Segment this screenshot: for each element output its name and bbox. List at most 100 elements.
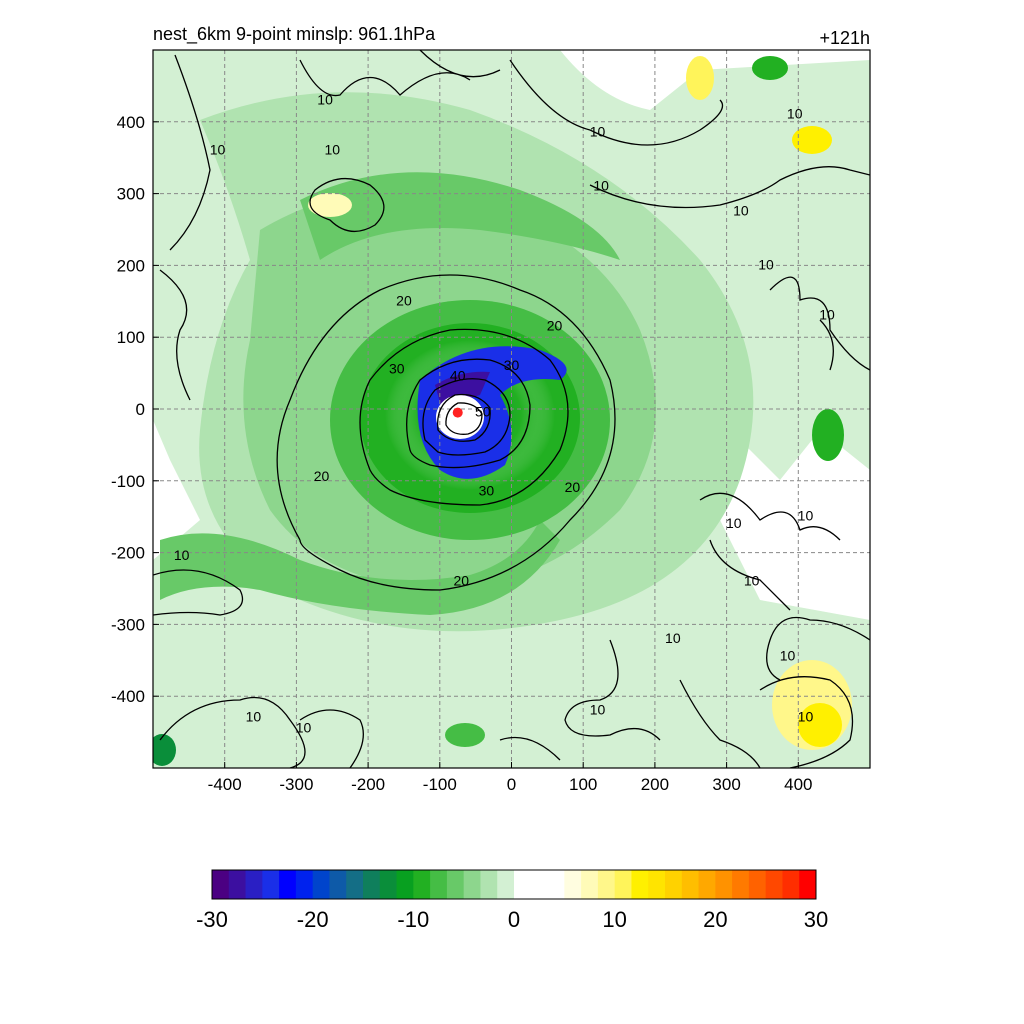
contour-label: 40 [450, 368, 466, 384]
contour-label: 30 [504, 357, 520, 373]
contour-50 [422, 378, 511, 456]
colorbar-swatch [597, 870, 616, 899]
contour-10-southwest [153, 569, 561, 768]
colorbar-swatch [363, 870, 381, 899]
colorbar-tick-label: -30 [196, 907, 228, 932]
colorbar: -30 -20 -10 0 10 20 30 [196, 869, 828, 932]
contour-10-northeast [589, 166, 870, 209]
contour-label: 10 [174, 547, 190, 563]
contour-label: 10 [665, 630, 681, 646]
contour-label: 10 [819, 307, 835, 323]
contour-10-north [299, 50, 724, 146]
colorbar-swatch [430, 870, 448, 899]
colorbar-swatch [279, 870, 297, 899]
contour-label: 10 [733, 203, 749, 219]
contour-label: 30 [389, 361, 405, 377]
contour-label: 10 [798, 508, 814, 524]
contour-eye-1 [436, 393, 491, 442]
colorbar-swatch [497, 870, 515, 899]
contour-label: 10 [324, 142, 340, 158]
colorbar-swatch [228, 870, 247, 899]
contour-label: 10 [798, 709, 814, 725]
y-tick-label: 200 [117, 256, 145, 275]
x-tick-label: -100 [423, 775, 457, 794]
contour-label: 10 [593, 177, 609, 193]
shade-positive-nw [308, 193, 352, 217]
colorbar-swatch [715, 870, 733, 899]
contour-30 [359, 328, 569, 506]
y-tick-label: 100 [117, 328, 145, 347]
colorbar-swatch [295, 870, 314, 899]
y-tick-label: -300 [111, 615, 145, 634]
colorbar-swatch [413, 870, 431, 899]
contour-label: 20 [396, 292, 412, 308]
colorbar-swatch [446, 870, 465, 899]
x-tick-label: 300 [712, 775, 740, 794]
x-tick-label: -300 [279, 775, 313, 794]
colorbar-swatch [346, 870, 364, 899]
colorbar-swatch [212, 870, 230, 899]
storm-center-marker [452, 407, 463, 418]
colorbar-swatch [748, 870, 767, 899]
colorbar-swatch [732, 870, 750, 899]
contour-20 [276, 274, 616, 591]
contour-label: 10 [787, 106, 803, 122]
contour-10-east [769, 276, 870, 371]
shade-patch-ne [752, 56, 788, 80]
colorbar-swatch [480, 870, 498, 899]
colorbar-swatch [245, 870, 263, 899]
shade-positive-ne [686, 56, 714, 100]
contour-10-west [159, 54, 211, 401]
contour-label: 10 [296, 720, 312, 736]
colorbar-swatch [581, 870, 599, 899]
contour-label: 10 [590, 124, 606, 140]
contour-label: 20 [547, 317, 563, 333]
colorbar-swatch [530, 870, 549, 899]
y-tick-label: 300 [117, 185, 145, 204]
colorbar-swatch [547, 870, 565, 899]
grid-lines [153, 50, 870, 768]
contour-label: 10 [590, 702, 606, 718]
contour-label: 20 [314, 468, 330, 484]
y-tick-label: 400 [117, 113, 145, 132]
contour-40 [406, 358, 531, 469]
colorbar-tick-label: 20 [703, 907, 727, 932]
contour-label: 20 [454, 572, 470, 588]
forecast-hour-label: +121h [819, 28, 870, 48]
y-axis: 400 300 200 100 0 -100 -200 -300 -400 [111, 113, 159, 706]
y-tick-label: -400 [111, 687, 145, 706]
plot-area: 10 10 10 10 10 10 10 10 10 10 10 10 10 10 10 10 10 10 10 20… [152, 49, 871, 769]
y-tick-label: 0 [136, 400, 145, 419]
colorbar-swatch [765, 870, 783, 899]
contour-label: 20 [565, 479, 581, 495]
contour-10-nw-loop [309, 178, 385, 232]
contour-lines [153, 50, 870, 768]
shade-patch-sw [153, 734, 176, 766]
colorbar-tick-label: 30 [804, 907, 828, 932]
contour-label: 10 [744, 572, 760, 588]
colorbar-swatch [514, 870, 532, 899]
colorbar-tick-label: -10 [397, 907, 429, 932]
shade-patch-s [445, 723, 485, 747]
y-tick-label: -100 [111, 472, 145, 491]
x-tick-label: -200 [351, 775, 385, 794]
contour-label: 10 [726, 515, 742, 531]
colorbar-tick-label: -20 [297, 907, 329, 932]
colorbar-swatch [681, 870, 700, 899]
contour-eye-2 [445, 402, 483, 435]
y-tick-label: -200 [111, 544, 145, 563]
shade-band-north [300, 172, 620, 260]
shade-positive-e [792, 126, 832, 154]
shade-spiral-band [160, 520, 560, 615]
contour-10-southeast [699, 492, 870, 681]
colorbar-swatch [262, 870, 280, 899]
contour-labels: 10 10 10 10 10 10 10 10 10 10 10 10 10 10 10 10 10 10 10 20… [174, 91, 835, 736]
x-tick-label: 0 [507, 775, 516, 794]
shade-positive-se-core [798, 703, 842, 747]
x-tick-label: 200 [641, 775, 669, 794]
colorbar-swatch [782, 870, 800, 899]
x-axis: -400 -300 -200 -100 0 100 200 300 400 [208, 762, 812, 794]
colorbar-swatch [463, 870, 481, 899]
colorbar-swatch [648, 870, 666, 899]
